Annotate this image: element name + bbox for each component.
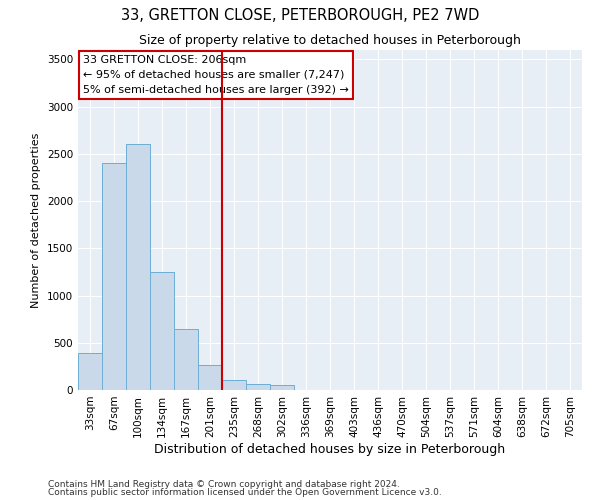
Bar <box>78 353 102 390</box>
Bar <box>246 384 270 390</box>
Bar <box>126 144 150 390</box>
Bar <box>102 164 126 390</box>
Text: 33, GRETTON CLOSE, PETERBOROUGH, PE2 7WD: 33, GRETTON CLOSE, PETERBOROUGH, PE2 7WD <box>121 8 479 22</box>
Bar <box>222 380 246 390</box>
Bar <box>198 364 222 390</box>
Bar <box>270 386 294 390</box>
Text: 33 GRETTON CLOSE: 206sqm
← 95% of detached houses are smaller (7,247)
5% of semi: 33 GRETTON CLOSE: 206sqm ← 95% of detach… <box>83 55 349 94</box>
Y-axis label: Number of detached properties: Number of detached properties <box>31 132 41 308</box>
Title: Size of property relative to detached houses in Peterborough: Size of property relative to detached ho… <box>139 34 521 48</box>
Text: Contains public sector information licensed under the Open Government Licence v3: Contains public sector information licen… <box>48 488 442 497</box>
Bar <box>150 272 174 390</box>
X-axis label: Distribution of detached houses by size in Peterborough: Distribution of detached houses by size … <box>154 442 506 456</box>
Bar <box>174 328 198 390</box>
Text: Contains HM Land Registry data © Crown copyright and database right 2024.: Contains HM Land Registry data © Crown c… <box>48 480 400 489</box>
